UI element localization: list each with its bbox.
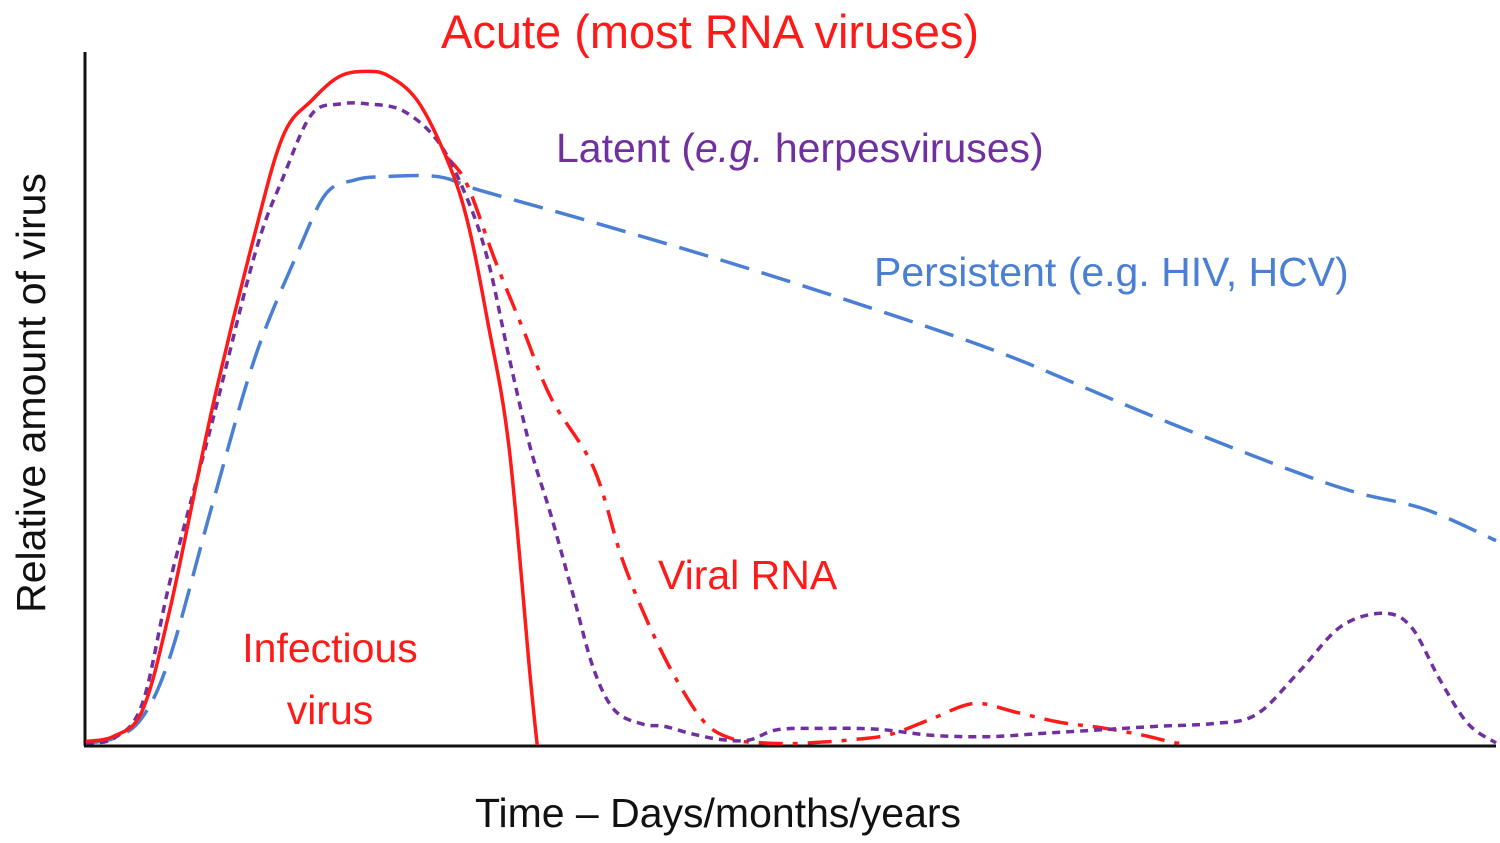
infectious-label-line1: Infectious: [242, 625, 418, 671]
series-layer: [85, 69, 1497, 746]
series-viral-rna: [444, 154, 1186, 746]
x-axis-label: Time – Days/months/years: [475, 790, 961, 836]
series-infectious-virus: [85, 69, 539, 746]
latent-label: Latent (e.g. herpesviruses): [556, 125, 1044, 171]
viral-rna-label: Viral RNA: [658, 552, 838, 598]
axes: [83, 52, 1496, 748]
y-axis-label: Relative amount of virus: [8, 173, 54, 613]
series-persistent: [85, 173, 1497, 745]
latent-label-italic: e.g.: [695, 125, 763, 171]
series-latent: [85, 101, 1497, 745]
latent-label-text-after: herpesviruses): [763, 125, 1043, 171]
chart-title: Acute (most RNA viruses): [441, 5, 979, 58]
infectious-label-line2: virus: [287, 687, 374, 733]
latent-label-text: Latent (: [556, 125, 695, 171]
persistent-label: Persistent (e.g. HIV, HCV): [874, 249, 1349, 295]
infectious-virus-label: Infectious virus: [242, 625, 418, 733]
